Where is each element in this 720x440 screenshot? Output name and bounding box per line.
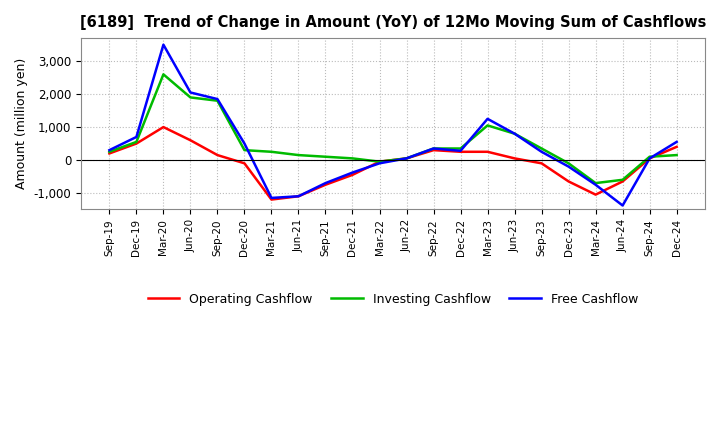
Investing Cashflow <box>348 156 357 161</box>
Operating Cashflow <box>186 138 194 143</box>
Investing Cashflow <box>537 146 546 151</box>
Operating Cashflow <box>456 149 465 154</box>
Operating Cashflow <box>510 156 519 161</box>
Investing Cashflow <box>321 154 330 159</box>
Legend: Operating Cashflow, Investing Cashflow, Free Cashflow: Operating Cashflow, Investing Cashflow, … <box>143 288 643 311</box>
Free Cashflow <box>294 194 303 199</box>
Investing Cashflow <box>618 177 627 183</box>
Free Cashflow <box>321 180 330 186</box>
Investing Cashflow <box>186 95 194 100</box>
Free Cashflow <box>105 147 114 153</box>
Operating Cashflow <box>321 182 330 187</box>
Investing Cashflow <box>510 131 519 136</box>
Operating Cashflow <box>267 197 276 202</box>
Investing Cashflow <box>294 152 303 158</box>
Free Cashflow <box>267 195 276 201</box>
Operating Cashflow <box>348 172 357 177</box>
Investing Cashflow <box>240 147 249 153</box>
Operating Cashflow <box>213 152 222 158</box>
Free Cashflow <box>591 182 600 187</box>
Investing Cashflow <box>105 149 114 154</box>
Free Cashflow <box>456 148 465 154</box>
Operating Cashflow <box>672 144 681 150</box>
Free Cashflow <box>159 42 168 48</box>
Investing Cashflow <box>672 152 681 158</box>
Free Cashflow <box>429 146 438 151</box>
Operating Cashflow <box>429 147 438 153</box>
Y-axis label: Amount (million yen): Amount (million yen) <box>15 58 28 189</box>
Operating Cashflow <box>159 125 168 130</box>
Line: Investing Cashflow: Investing Cashflow <box>109 74 677 183</box>
Free Cashflow <box>132 134 140 139</box>
Investing Cashflow <box>267 149 276 154</box>
Investing Cashflow <box>456 146 465 151</box>
Free Cashflow <box>564 164 573 169</box>
Free Cashflow <box>537 149 546 154</box>
Free Cashflow <box>375 161 384 166</box>
Operating Cashflow <box>483 149 492 154</box>
Operating Cashflow <box>240 161 249 166</box>
Operating Cashflow <box>564 179 573 184</box>
Operating Cashflow <box>591 192 600 197</box>
Investing Cashflow <box>213 98 222 103</box>
Investing Cashflow <box>483 123 492 128</box>
Free Cashflow <box>510 131 519 136</box>
Free Cashflow <box>348 170 357 175</box>
Free Cashflow <box>645 156 654 161</box>
Operating Cashflow <box>294 194 303 199</box>
Free Cashflow <box>618 203 627 208</box>
Operating Cashflow <box>618 179 627 184</box>
Investing Cashflow <box>564 161 573 166</box>
Operating Cashflow <box>105 151 114 156</box>
Free Cashflow <box>186 90 194 95</box>
Operating Cashflow <box>537 161 546 166</box>
Investing Cashflow <box>591 180 600 186</box>
Free Cashflow <box>672 139 681 145</box>
Free Cashflow <box>240 141 249 146</box>
Investing Cashflow <box>132 139 140 145</box>
Title: [6189]  Trend of Change in Amount (YoY) of 12Mo Moving Sum of Cashflows: [6189] Trend of Change in Amount (YoY) o… <box>80 15 706 30</box>
Investing Cashflow <box>645 154 654 159</box>
Investing Cashflow <box>159 72 168 77</box>
Free Cashflow <box>402 156 411 161</box>
Investing Cashflow <box>402 156 411 161</box>
Free Cashflow <box>213 96 222 102</box>
Operating Cashflow <box>402 156 411 161</box>
Operating Cashflow <box>132 141 140 146</box>
Operating Cashflow <box>645 156 654 161</box>
Free Cashflow <box>483 116 492 121</box>
Investing Cashflow <box>429 146 438 151</box>
Line: Operating Cashflow: Operating Cashflow <box>109 127 677 200</box>
Operating Cashflow <box>375 159 384 164</box>
Investing Cashflow <box>375 159 384 164</box>
Line: Free Cashflow: Free Cashflow <box>109 45 677 205</box>
